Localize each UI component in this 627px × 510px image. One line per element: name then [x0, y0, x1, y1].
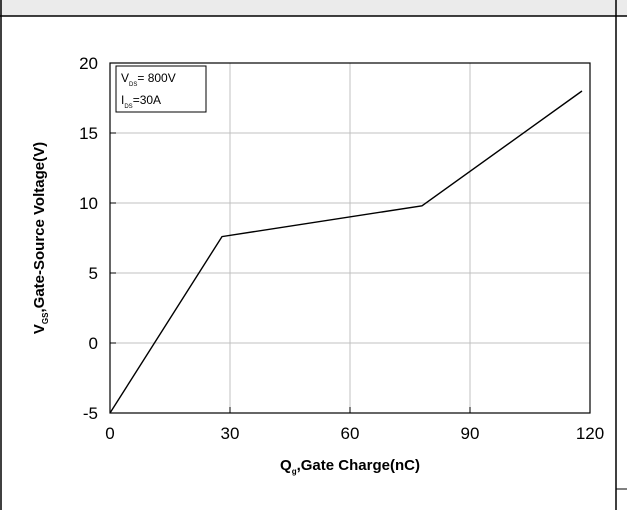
x-axis-title-rest: ,Gate Charge(nC)	[297, 457, 420, 474]
y-axis-title: VGS,Gate-Source Voltage(V)	[31, 142, 50, 334]
condition-annotation: VDS= 800V IDS=30A	[115, 65, 207, 113]
tick-marks	[109, 62, 591, 414]
x-tick-labels: 0 30 60 90 120	[105, 424, 604, 443]
annotation-1-main: V	[121, 71, 129, 85]
x-tick-label: 30	[221, 424, 240, 443]
series-line	[109, 90, 583, 414]
y-tick-label: 0	[89, 334, 98, 353]
x-tick-label: 90	[461, 424, 480, 443]
header-strip	[0, 0, 627, 16]
y-tick-label: 20	[79, 54, 98, 73]
y-axis-title-sub: GS	[41, 312, 50, 324]
annotation-1-sub: DS	[129, 82, 137, 88]
y-tick-label: 10	[79, 194, 98, 213]
annotation-1-rest: = 800V	[137, 71, 175, 85]
annotation-2-rest: =30A	[133, 93, 161, 107]
x-axis-title: Qg,Gate Charge(nC)	[280, 457, 420, 476]
annotation-2-sub: DS	[124, 104, 132, 110]
y-tick-label: 5	[89, 264, 98, 283]
x-tick-label: 60	[341, 424, 360, 443]
x-tick-label: 0	[105, 424, 114, 443]
plot-area: 0 30 60 90 120 -5 0 5 10 15 20	[79, 54, 604, 443]
grid-lines	[110, 63, 590, 413]
y-tick-label: 15	[79, 124, 98, 143]
annotation-box	[115, 65, 207, 113]
annotation-line-2: IDS=30A	[121, 93, 161, 110]
x-axis-title-main: Q	[280, 457, 292, 474]
y-tick-label: -5	[83, 404, 98, 423]
y-tick-labels: -5 0 5 10 15 20	[79, 54, 98, 423]
y-axis-title-rest: ,Gate-Source Voltage(V)	[31, 142, 48, 313]
x-tick-label: 120	[576, 424, 604, 443]
series-layer	[109, 90, 583, 414]
y-axis-title-main: V	[31, 324, 48, 334]
x-axis-title-sub: g	[292, 467, 297, 476]
annotation-line-1: VDS= 800V	[121, 71, 176, 88]
annotation-2-main: I	[121, 93, 124, 107]
